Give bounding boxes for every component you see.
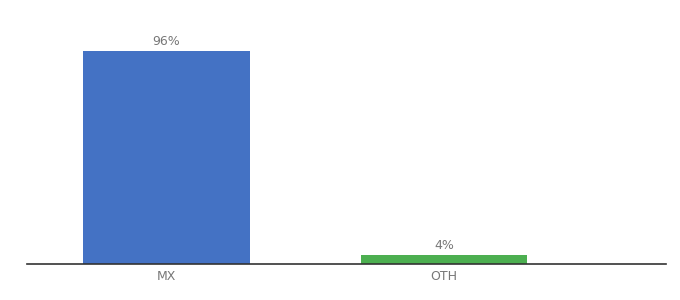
- Text: 4%: 4%: [434, 239, 454, 252]
- Bar: [83, 51, 250, 264]
- Bar: [360, 255, 528, 264]
- Text: 96%: 96%: [152, 35, 180, 48]
